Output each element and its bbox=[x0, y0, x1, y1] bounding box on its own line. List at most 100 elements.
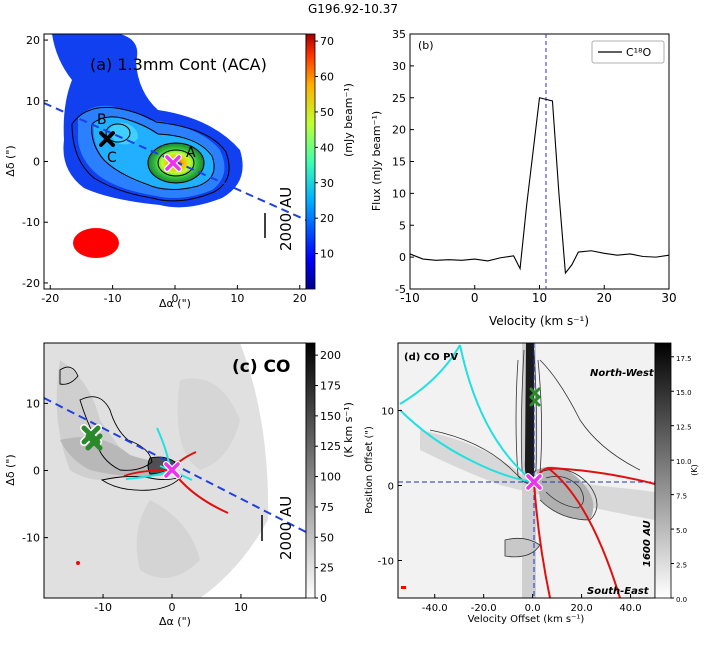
d-cb-tick-label: 7.5 bbox=[676, 493, 687, 501]
panel-b: (b) C¹⁸O -10 0 10 20 30 35 30 25 20 15 10 5 0 -5 Vel… bbox=[370, 28, 677, 328]
b-x-tick-label: 10 bbox=[532, 291, 547, 305]
panel-d: (d) CO PV North-West South-East 1600 AU … bbox=[364, 342, 699, 625]
c-cb-tick-label: 200 bbox=[320, 349, 341, 362]
svg-text:A: A bbox=[186, 145, 196, 161]
panel-c-ylabel: Δδ (") bbox=[4, 454, 17, 485]
c-x-tick-label: -10 bbox=[94, 601, 112, 614]
c-cb-tick-label: 50 bbox=[320, 531, 334, 544]
a-y-tick-label: 0 bbox=[33, 156, 40, 169]
d-cb-tick-label: 12.5 bbox=[676, 424, 692, 432]
b-y-tick-label: 20 bbox=[392, 124, 406, 137]
panel-a-colorbar bbox=[305, 33, 316, 290]
c-cb-tick-label: 150 bbox=[320, 410, 341, 423]
source-c: C bbox=[99, 131, 117, 166]
b-y-tick-label: 10 bbox=[392, 187, 406, 200]
panel-c-title: (c) CO bbox=[232, 357, 290, 377]
d-x-tick-label: 0.0 bbox=[525, 603, 541, 614]
c-cb-tick-label: 125 bbox=[320, 440, 341, 453]
d-x-tick-label: -20.0 bbox=[471, 603, 497, 614]
pv-diagram bbox=[398, 343, 655, 598]
figure-title: G196.92-10.37 bbox=[308, 2, 398, 16]
a-x-tick-label: 10 bbox=[230, 292, 244, 305]
panel-a-x-ticks: -20 -10 0 10 20 bbox=[41, 285, 307, 305]
d-x-tick-label: 40.0 bbox=[619, 603, 641, 614]
b-y-tick-label: -5 bbox=[395, 283, 406, 296]
annotation-south-east: South-East bbox=[587, 586, 650, 597]
panel-c-y-ticks: 10 0 -10 bbox=[22, 397, 48, 545]
panel-a: (a) 1.3mm Cont (ACA) B C A 2000 AU -20 -1… bbox=[4, 33, 355, 310]
a-y-tick-label: 20 bbox=[26, 34, 40, 47]
continuum-map bbox=[44, 34, 306, 258]
a-y-tick-label: -20 bbox=[22, 277, 40, 290]
b-x-tick-label: 30 bbox=[661, 291, 676, 305]
a-cb-tick-label: 30 bbox=[320, 177, 334, 190]
a-cb-tick-label: 50 bbox=[320, 106, 334, 119]
panel-a-ylabel: Δδ (") bbox=[4, 145, 17, 176]
a-x-tick-label: -20 bbox=[41, 292, 59, 305]
panel-d-colorbar-ticks: 17.5 15.0 12.5 10.0 7.5 5.0 2.5 0.0 bbox=[671, 355, 692, 604]
panel-d-colorbar-label: (K) bbox=[690, 464, 699, 476]
panel-d-xlabel: Velocity Offset (km s⁻¹) bbox=[468, 614, 585, 625]
d-y-tick-label: 10 bbox=[381, 407, 394, 418]
b-y-tick-label: 0 bbox=[399, 251, 406, 264]
d-y-tick-label: 0 bbox=[388, 482, 394, 493]
panel-b-y-ticks: 35 30 25 20 15 10 5 0 -5 bbox=[392, 28, 414, 296]
b-x-tick-label: 0 bbox=[471, 291, 479, 305]
panel-a-scalebar-label: 2000 AU bbox=[277, 187, 295, 251]
panel-a-colorbar-label: (mJy beam⁻¹) bbox=[342, 83, 355, 157]
b-y-tick-label: 35 bbox=[392, 28, 406, 41]
c18o-spectrum bbox=[409, 97, 670, 275]
panel-b-x-ticks: -10 0 10 20 30 bbox=[400, 285, 677, 305]
panel-a-colorbar-ticks: 70 60 50 40 30 20 10 bbox=[315, 35, 334, 261]
panel-d-ylabel: Position Offset (") bbox=[364, 426, 375, 514]
svg-text:B: B bbox=[97, 112, 107, 128]
c-y-tick-label: 0 bbox=[33, 465, 40, 478]
panel-a-xlabel: Δα (") bbox=[159, 297, 191, 310]
legend-entry: C¹⁸O bbox=[626, 46, 652, 59]
d-x-tick-label: -40.0 bbox=[422, 603, 448, 614]
a-y-tick-label: 10 bbox=[26, 95, 40, 108]
panel-c-colorbar-ticks: 200 175 150 125 100 75 50 25 0 bbox=[315, 349, 341, 605]
panel-b-xlabel: Velocity (km s⁻¹) bbox=[489, 314, 589, 328]
a-y-tick-label: -10 bbox=[22, 216, 40, 229]
panel-d-y-ticks: 10 0 -10 bbox=[378, 407, 402, 568]
beam-ellipse bbox=[73, 228, 119, 258]
panel-d-x-ticks: -40.0 -20.0 0.0 20.0 40.0 bbox=[422, 594, 642, 614]
d-y-tick-label: -10 bbox=[378, 557, 394, 568]
c-x-tick-label: 10 bbox=[234, 601, 248, 614]
panel-b-frame bbox=[409, 33, 670, 290]
panel-d-colorbar bbox=[654, 342, 672, 599]
panel-b-legend: C¹⁸O bbox=[591, 40, 665, 64]
a-x-tick-label: 0 bbox=[172, 292, 179, 305]
panel-a-y-ticks: 20 10 0 -10 -20 bbox=[22, 34, 48, 290]
a-cb-tick-label: 70 bbox=[320, 35, 334, 48]
b-y-tick-label: 15 bbox=[392, 156, 406, 169]
svg-text:C: C bbox=[107, 150, 117, 166]
b-x-tick-label: 20 bbox=[597, 291, 612, 305]
panel-c-xlabel: Δα (") bbox=[159, 615, 191, 628]
d-cb-tick-label: 0.0 bbox=[676, 596, 687, 604]
panel-c-colorbar-label: (K km s⁻¹) bbox=[342, 402, 355, 458]
c-cb-tick-label: 25 bbox=[320, 562, 334, 575]
c-y-tick-label: -10 bbox=[22, 532, 40, 545]
d-cb-tick-label: 2.5 bbox=[676, 562, 687, 570]
panel-a-title: (a) 1.3mm Cont (ACA) bbox=[90, 55, 267, 74]
a-x-tick-label: 20 bbox=[293, 292, 307, 305]
co-map bbox=[44, 343, 306, 598]
panel-d-title: (d) CO PV bbox=[404, 352, 458, 363]
panel-c: (c) CO 2000 AU -10 0 10 100-10 Δα (") Δδ (… bbox=[4, 342, 355, 628]
a-x-tick-label: -10 bbox=[104, 292, 122, 305]
c-cb-tick-label: 0 bbox=[320, 592, 327, 605]
a-cb-tick-label: 40 bbox=[320, 141, 334, 154]
c-cb-tick-label: 100 bbox=[320, 471, 341, 484]
panel-b-title: (b) bbox=[418, 39, 434, 52]
d-cb-tick-label: 17.5 bbox=[676, 355, 692, 363]
source-b: B bbox=[97, 112, 107, 128]
b-y-tick-label: 5 bbox=[399, 219, 406, 232]
a-cb-tick-label: 10 bbox=[320, 248, 334, 261]
c-cb-tick-label: 175 bbox=[320, 380, 341, 393]
panel-c-colorbar bbox=[305, 342, 316, 599]
d-cb-tick-label: 10.0 bbox=[676, 458, 692, 466]
annotation-scalebar: 1600 AU bbox=[642, 520, 653, 567]
